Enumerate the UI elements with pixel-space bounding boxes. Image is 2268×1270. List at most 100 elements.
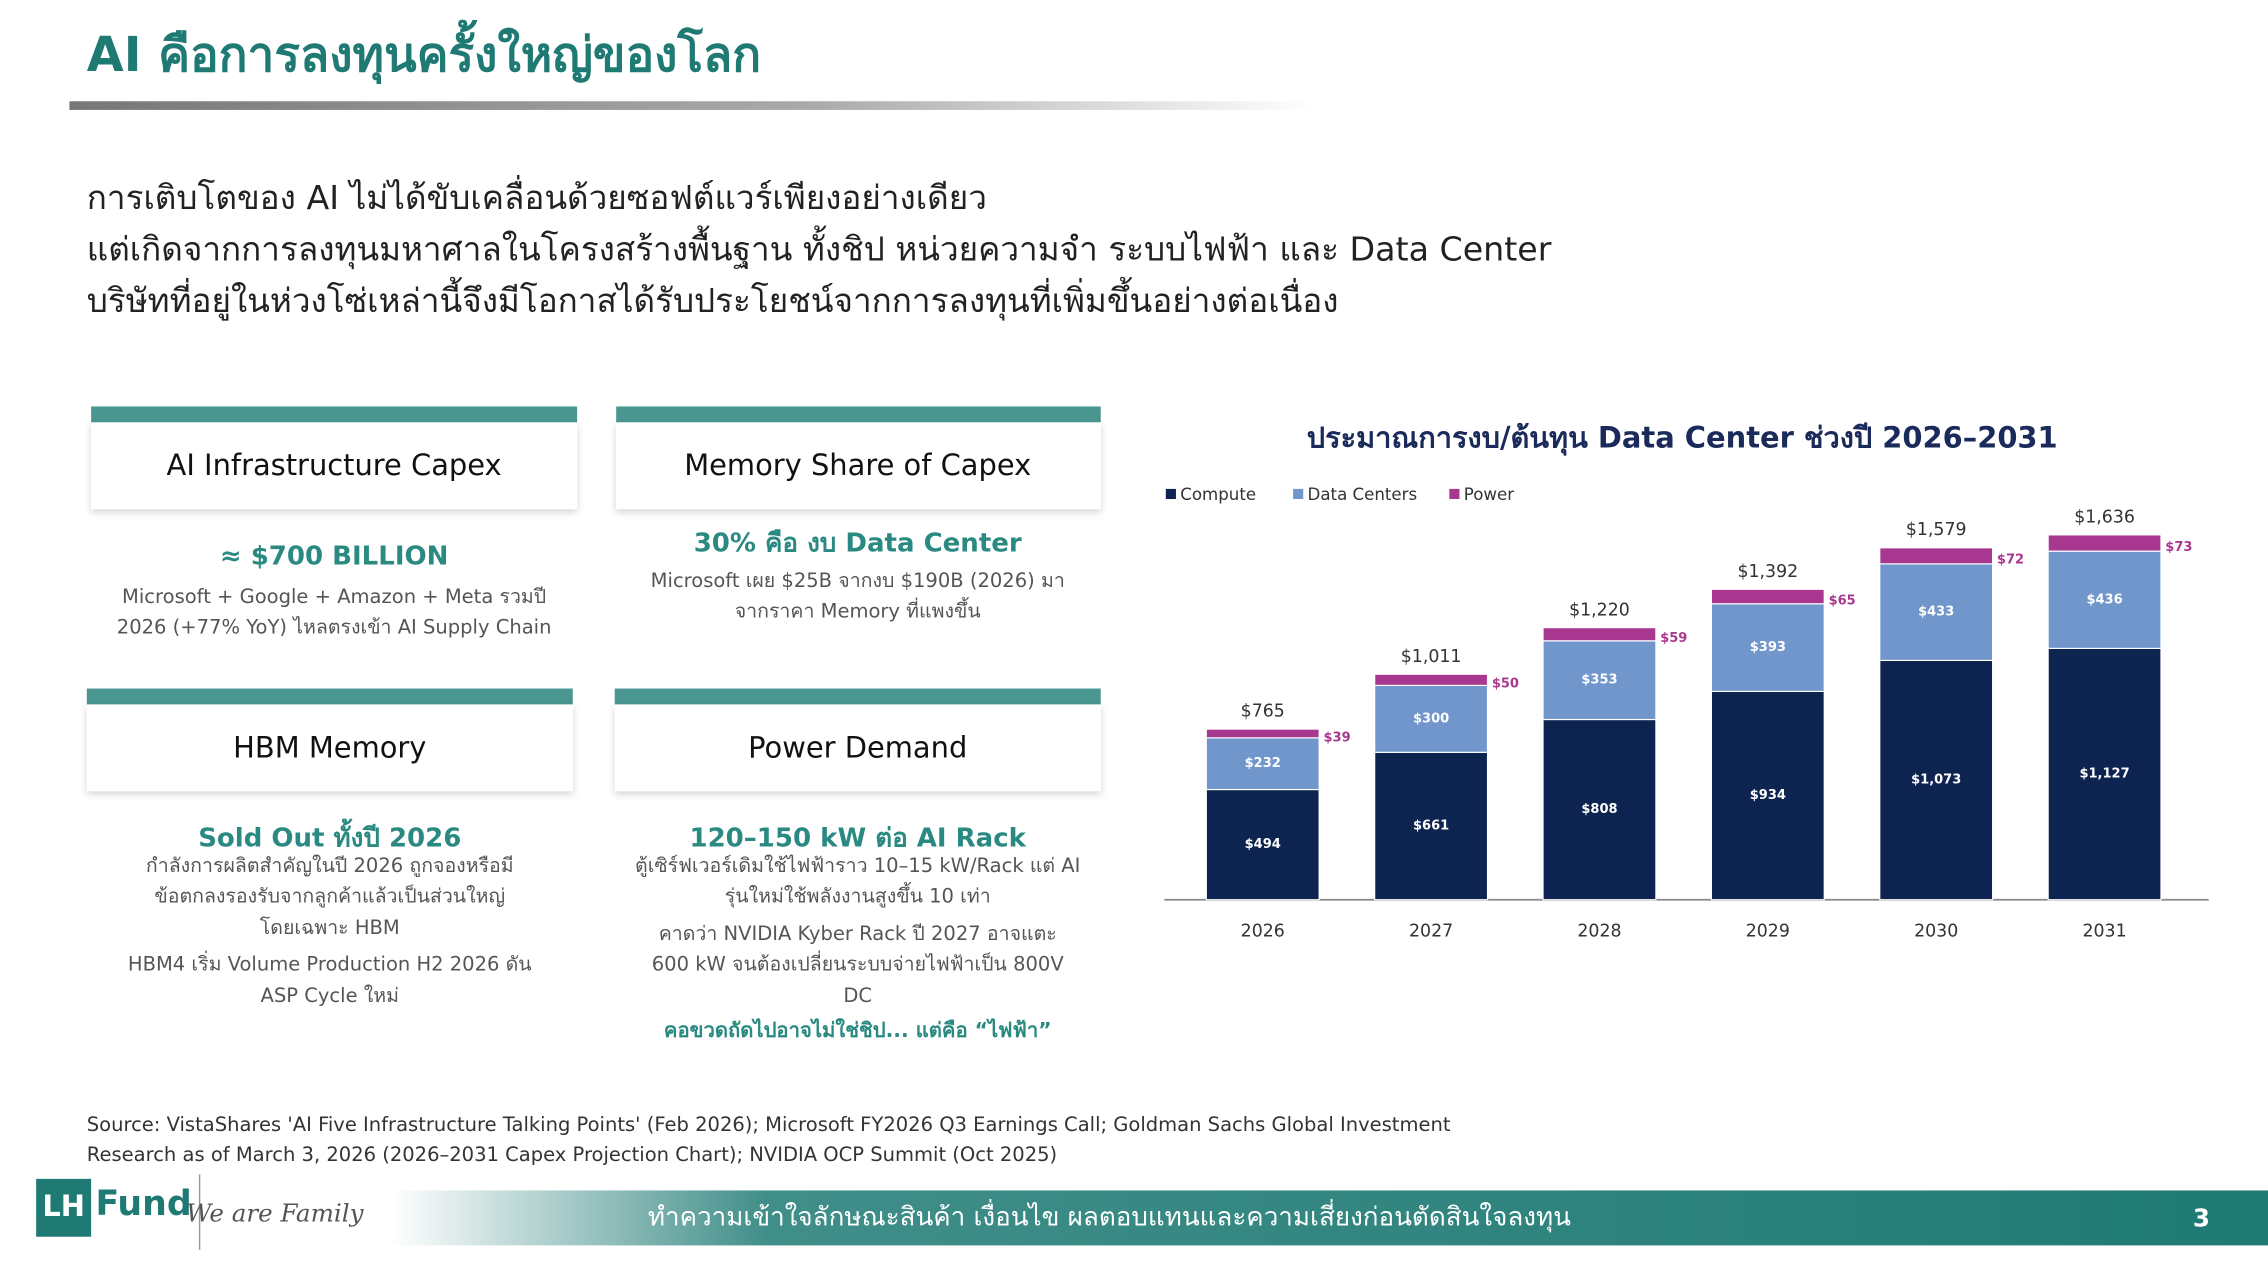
card-note: คอขวดถัดไปอาจไม่ใช่ชิป... แต่คือ “ไฟฟ้า” bbox=[664, 1018, 1052, 1042]
card-box bbox=[86, 704, 573, 792]
bar-segment bbox=[1205, 728, 1320, 739]
intro-line: การเติบโตของ AI ไม่ได้ขับเคลื่อนด้วยซอฟต… bbox=[87, 175, 987, 217]
card-headline: 120–150 kW ต่อ AI Rack bbox=[689, 823, 1026, 853]
page-number: 3 bbox=[2193, 1203, 2210, 1232]
card-body: คาดว่า NVIDIA Kyber Rack ปี 2027 อาจแตะ bbox=[659, 922, 1057, 945]
bar-segment bbox=[1374, 673, 1489, 686]
card-title: Memory Share of Capex bbox=[684, 448, 1031, 482]
x-tick-label: 2031 bbox=[2082, 922, 2126, 942]
intro-line: บริษัทที่อยู่ในห่วงโซ่เหล่านี้จึงมีโอกาส… bbox=[87, 276, 1339, 321]
bar-segment bbox=[1710, 588, 1825, 605]
title: AI คือการลงทุนครั้งใหญ่ของโลก bbox=[87, 19, 761, 85]
intro-line: แต่เกิดจากการลงทุนมหาศาลในโครงสร้างพื้นฐ… bbox=[87, 224, 1552, 269]
legend-swatch bbox=[1165, 488, 1176, 500]
segment-label: $433 bbox=[1918, 605, 1954, 620]
card-bar bbox=[91, 406, 578, 423]
card-box bbox=[616, 422, 1101, 510]
source-line: Research as of March 3, 2026 (2026–2031 … bbox=[87, 1143, 1057, 1166]
total-label: $1,220 bbox=[1569, 600, 1630, 620]
x-tick-label: 2029 bbox=[1746, 922, 1790, 942]
card-bar bbox=[614, 688, 1101, 705]
card-body: DC bbox=[843, 984, 872, 1007]
card-bar bbox=[86, 688, 573, 705]
segment-label: $73 bbox=[2165, 540, 2192, 555]
segment-label: $353 bbox=[1581, 673, 1617, 688]
bar-segment bbox=[1879, 659, 1994, 901]
card-body: โดยเฉพาะ HBM bbox=[260, 916, 400, 939]
logo-box bbox=[36, 1178, 92, 1237]
total-label: $765 bbox=[1241, 702, 1285, 722]
segment-label: $39 bbox=[1323, 730, 1350, 745]
bar-segment bbox=[2047, 647, 2162, 901]
bar-segment bbox=[1879, 563, 1994, 662]
footer-bar bbox=[390, 1190, 2268, 1246]
bar-segment bbox=[2047, 550, 2162, 649]
x-tick-label: 2027 bbox=[1409, 922, 1453, 942]
bar-segment bbox=[2047, 534, 2162, 552]
legend-label: Data Centers bbox=[1308, 485, 1418, 504]
segment-label: $494 bbox=[1245, 837, 1281, 852]
cards bbox=[86, 406, 1101, 792]
card-box bbox=[91, 422, 578, 510]
total-label: $1,636 bbox=[2074, 508, 2135, 528]
segment-label: $934 bbox=[1750, 788, 1786, 803]
segment-label: $436 bbox=[2086, 592, 2122, 607]
segment-label: $808 bbox=[1581, 802, 1617, 817]
card-box bbox=[614, 704, 1101, 792]
card-body: จากราคา Memory ที่แพงขึ้น bbox=[735, 596, 981, 622]
card-body: 600 kW จนต้องเปลี่ยนระบบจ่ายไฟฟ้าเป็น 80… bbox=[652, 950, 1065, 975]
bar-segment bbox=[1374, 751, 1489, 901]
card-title: HBM Memory bbox=[233, 730, 426, 764]
legend-label: Compute bbox=[1180, 485, 1256, 504]
card-title: AI Infrastructure Capex bbox=[167, 448, 502, 482]
total-label: $1,392 bbox=[1737, 562, 1798, 582]
bar-segment bbox=[1205, 737, 1320, 791]
segment-label: $50 bbox=[1492, 677, 1519, 692]
segment-label: $1,073 bbox=[1911, 773, 1961, 788]
card-body: ข้อตกลงรองรับจากลูกค้าแล้วเป็นส่วนใหญ่ bbox=[154, 883, 505, 908]
segment-label: $300 bbox=[1413, 711, 1449, 726]
logo-mark: LH bbox=[42, 1189, 85, 1223]
bar-segment bbox=[1374, 684, 1489, 753]
total-label: $1,579 bbox=[1906, 520, 1967, 540]
bar-segment bbox=[1542, 640, 1657, 721]
total-label: $1,011 bbox=[1401, 647, 1462, 667]
card-bar bbox=[616, 406, 1101, 423]
title-rule bbox=[69, 101, 1314, 110]
logo-text: Fund bbox=[95, 1184, 191, 1224]
segment-label: $661 bbox=[1413, 819, 1449, 834]
bar-segment bbox=[1542, 627, 1657, 642]
x-tick-label: 2026 bbox=[1241, 922, 1285, 942]
card-body: Microsoft + Google + Amazon + Meta รวมปี bbox=[122, 585, 546, 608]
card-body: Microsoft เผย $25B จากงบ $190B (2026) มา bbox=[651, 569, 1065, 592]
segment-label: $393 bbox=[1750, 640, 1786, 655]
legend-label: Power bbox=[1464, 485, 1514, 504]
card-headline: Sold Out ทั้งปี 2026 bbox=[198, 817, 461, 853]
card-headline: ≈ $700 BILLION bbox=[220, 541, 449, 571]
segment-label: $72 bbox=[1997, 553, 2024, 568]
tagline: We are Family bbox=[186, 1199, 364, 1228]
card-body: 2026 (+77% YoY) ไหลตรงเข้า AI Supply Cha… bbox=[117, 615, 552, 638]
card-title: Power Demand bbox=[748, 730, 967, 764]
legend-swatch bbox=[1449, 488, 1460, 500]
x-tick-label: 2028 bbox=[1577, 922, 1621, 942]
card-body: HBM4 เริ่ม Volume Production H2 2026 ดัน bbox=[128, 950, 532, 975]
segment-label: $232 bbox=[1245, 756, 1281, 771]
bar-segment bbox=[1542, 718, 1657, 901]
segment-label: $59 bbox=[1660, 631, 1687, 646]
card-body: กำลังการผลิตสำคัญในปี 2026 ถูกจองหรือมี bbox=[146, 854, 514, 878]
bar-segment bbox=[1879, 547, 1994, 565]
card-body: ตู้เซิร์ฟเวอร์เดิมใช้ไฟฟ้าราว 10–15 kW/R… bbox=[635, 854, 1080, 878]
legend-swatch bbox=[1293, 488, 1304, 500]
card-body: ASP Cycle ใหม่ bbox=[261, 984, 400, 1007]
chart-title: ประมาณการงบ/ต้นทุน Data Center ช่วงปี 20… bbox=[1307, 421, 2058, 456]
segment-label: $1,127 bbox=[2079, 767, 2129, 782]
footer-text: ทำความเข้าใจลักษณะสินค้า เงื่อนไข ผลตอบแ… bbox=[648, 1198, 1571, 1232]
card-headline: 30% คือ งบ Data Center bbox=[694, 528, 1022, 558]
bar-segment bbox=[1710, 690, 1825, 901]
bar-segment bbox=[1710, 603, 1825, 693]
segment-label: $65 bbox=[1829, 593, 1856, 608]
x-tick-label: 2030 bbox=[1914, 922, 1958, 942]
card-body: รุ่นใหม่ใช้พลังงานสูงขึ้น 10 เท่า bbox=[725, 881, 991, 908]
